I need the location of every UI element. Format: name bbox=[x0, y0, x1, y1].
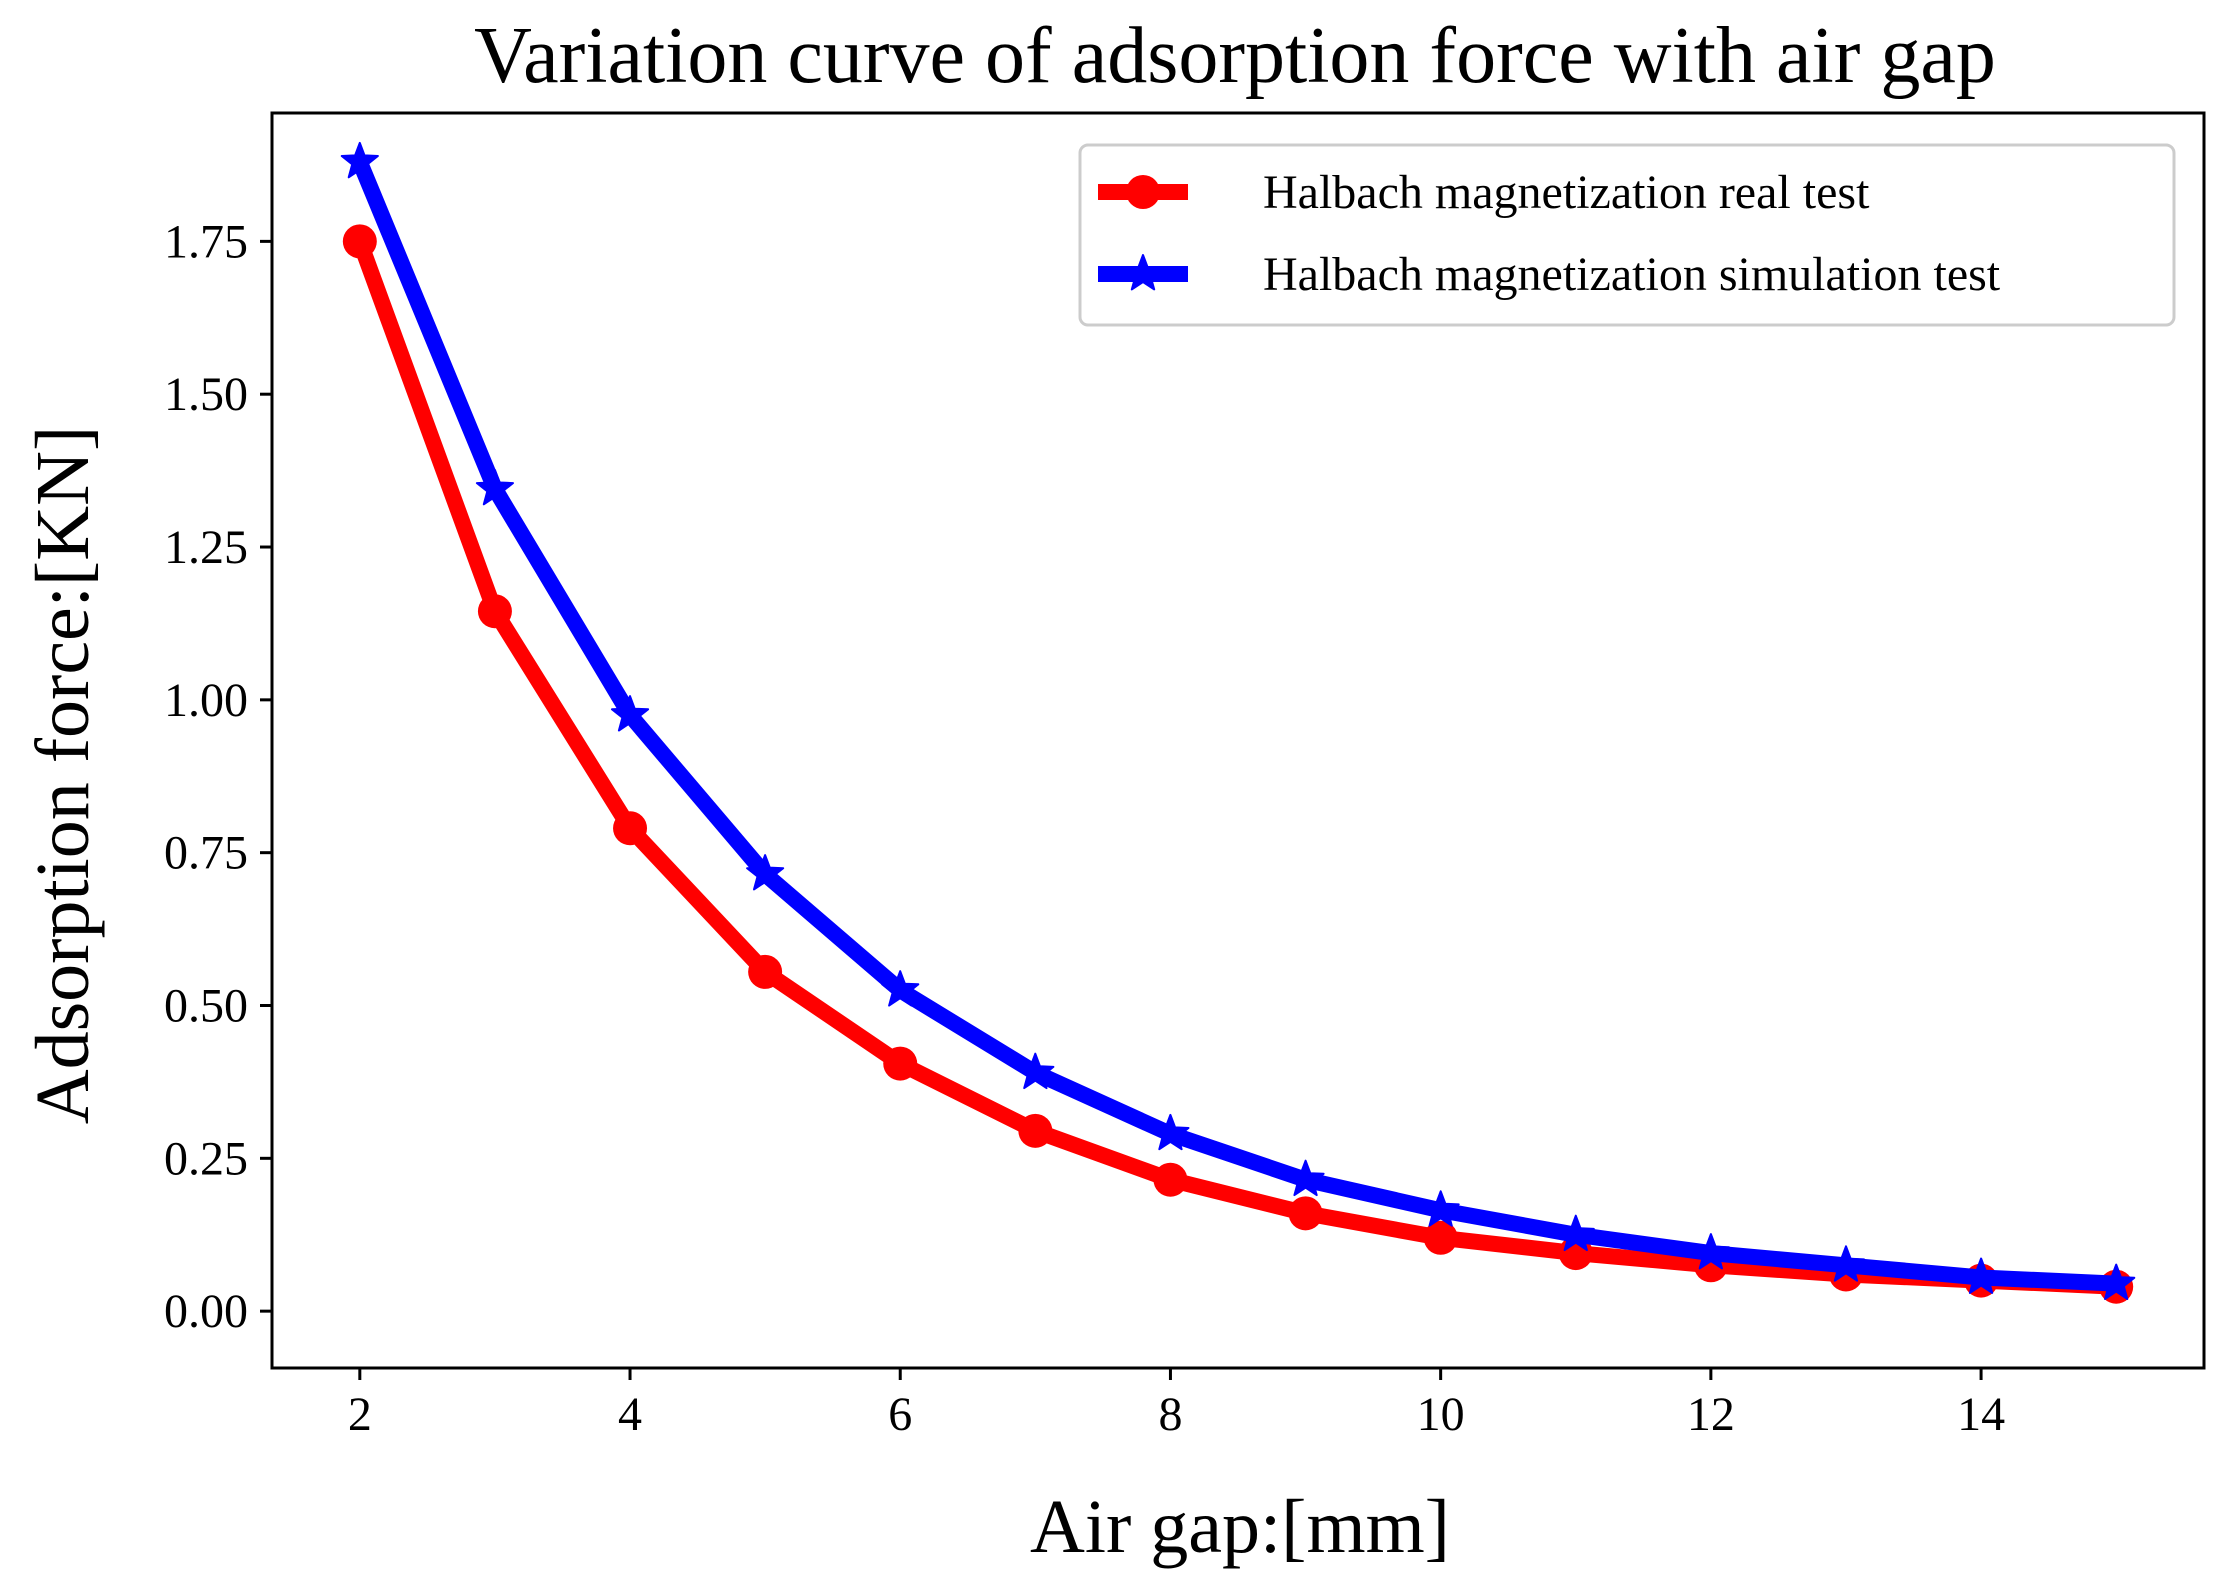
series-2-point bbox=[1421, 1190, 1460, 1227]
legend-label: Halbach magnetization simulation test bbox=[1263, 248, 2001, 301]
series-1-line bbox=[351, 233, 2125, 1295]
series-1-point bbox=[883, 1046, 918, 1081]
y-tick-label: 0.50 bbox=[164, 979, 248, 1032]
legend-swatch-marker bbox=[1126, 175, 1160, 209]
legend-item-1: Halbach magnetization real test bbox=[1098, 166, 1870, 219]
series-1-point bbox=[1153, 1162, 1188, 1197]
series-1-point bbox=[342, 224, 377, 259]
legend-item-2: Halbach magnetization simulation test bbox=[1098, 248, 2001, 301]
legend-label: Halbach magnetization real test bbox=[1263, 166, 1870, 219]
x-tick-label: 8 bbox=[1158, 1388, 1182, 1441]
series-2-point bbox=[1691, 1233, 1730, 1270]
x-tick-label: 6 bbox=[888, 1388, 912, 1441]
series-1-point bbox=[1288, 1196, 1323, 1231]
plot-area: 2 4 6 8 10 12 14 0.00 0.25 0.50 0.75 1.00 1.25 1.50 1.… bbox=[164, 111, 2206, 1441]
y-tick-label: 0.75 bbox=[164, 827, 248, 880]
y-axis-label: Adsorption force:[KN] bbox=[21, 426, 105, 1125]
chart-title: Variation curve of adsorption force with… bbox=[474, 12, 1996, 100]
legend: Halbach magnetization real test Halbach m… bbox=[1078, 143, 2176, 327]
x-axis-label: Air gap:[mm] bbox=[1030, 1485, 1450, 1569]
series-1-point bbox=[613, 811, 648, 846]
x-tick-label: 14 bbox=[1957, 1388, 2005, 1441]
legend-box bbox=[1078, 143, 2176, 327]
series-2-point bbox=[1016, 1052, 1055, 1090]
series-1 bbox=[342, 224, 2134, 1304]
series-2-point bbox=[881, 970, 920, 1007]
series-2-point bbox=[1826, 1245, 1865, 1282]
series-2-point bbox=[1151, 1113, 1190, 1151]
series-1-point bbox=[1018, 1113, 1053, 1148]
series-2-point bbox=[475, 468, 514, 506]
x-tick-label: 10 bbox=[1417, 1388, 1465, 1441]
y-tick-label: 0.00 bbox=[164, 1285, 248, 1338]
series-1-point bbox=[1423, 1220, 1458, 1255]
y-tick-label: 0.25 bbox=[164, 1132, 248, 1185]
series-2-point bbox=[746, 854, 785, 891]
series-2-point bbox=[1286, 1159, 1325, 1197]
series-2-point bbox=[1962, 1257, 2001, 1294]
x-tick-label: 12 bbox=[1687, 1388, 1735, 1441]
series-2-point bbox=[2097, 1263, 2136, 1300]
axes-frame bbox=[270, 111, 2206, 1370]
x-tick-label: 2 bbox=[348, 1388, 372, 1441]
y-tick-label: 1.25 bbox=[164, 521, 248, 574]
series-2-line bbox=[351, 153, 2125, 1292]
y-tick-label: 1.00 bbox=[164, 674, 248, 727]
series-2-point bbox=[340, 141, 379, 179]
series-2-point bbox=[611, 695, 650, 732]
series-1-point bbox=[748, 954, 783, 989]
series-2-point bbox=[1556, 1214, 1595, 1252]
x-tick-label: 4 bbox=[618, 1388, 642, 1441]
series-2 bbox=[340, 141, 2136, 1300]
y-tick-label: 1.50 bbox=[164, 368, 248, 421]
y-tick-label: 1.75 bbox=[164, 215, 248, 268]
legend-swatch-marker bbox=[1123, 254, 1163, 291]
series-1-point bbox=[477, 594, 512, 629]
